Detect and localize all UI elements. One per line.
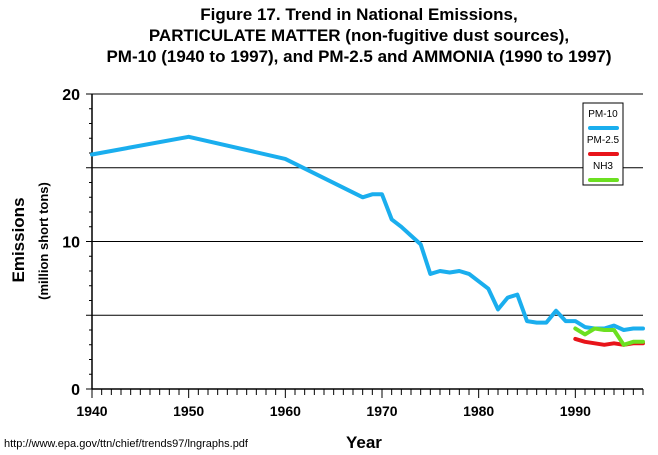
series-line-nh3 bbox=[573, 326, 645, 347]
title-line-2: PARTICULATE MATTER (non-fugitive dust so… bbox=[148, 26, 570, 45]
x-tick-label-1960: 1960 bbox=[270, 403, 301, 419]
title-line-3: PM-10 (1940 to 1997), and PM-2.5 and AMM… bbox=[106, 47, 612, 66]
axis-ticks bbox=[86, 93, 644, 398]
tick-labels: 0 10 20 1940 1950 1960 1970 1980 1990 bbox=[62, 87, 591, 419]
legend-box bbox=[582, 102, 624, 186]
y-tick-label-0: 0 bbox=[71, 382, 80, 399]
y-tick-label-10: 10 bbox=[62, 235, 80, 252]
x-axis-label: Year bbox=[346, 433, 382, 452]
legend: PM-10 PM-2.5 NH3 bbox=[582, 102, 624, 186]
x-tick-label-1940: 1940 bbox=[76, 403, 107, 419]
data-series bbox=[90, 134, 645, 347]
x-tick-label-1970: 1970 bbox=[366, 403, 397, 419]
x-tick-label-1980: 1980 bbox=[463, 403, 494, 419]
x-tick-label-1990: 1990 bbox=[560, 403, 591, 419]
legend-label-pm-2-5: PM-2.5 bbox=[587, 135, 620, 146]
series-line-pm-10 bbox=[90, 134, 645, 332]
x-tick-label-1950: 1950 bbox=[173, 403, 204, 419]
y-tick-label-20: 20 bbox=[62, 87, 80, 104]
legend-label-pm-10: PM-10 bbox=[588, 109, 618, 120]
y-axis-unit-label: (million short tons) bbox=[36, 182, 51, 300]
legend-label-nh3: NH3 bbox=[593, 161, 613, 172]
grid-lines bbox=[92, 93, 643, 316]
y-axis-label: Emissions bbox=[9, 197, 28, 282]
source-url: http://www.epa.gov/ttn/chief/trends97/ln… bbox=[4, 438, 248, 450]
title-line-1: Figure 17. Trend in National Emissions, bbox=[200, 5, 518, 24]
chart-title: Figure 17. Trend in National Emissions, … bbox=[60, 4, 658, 67]
